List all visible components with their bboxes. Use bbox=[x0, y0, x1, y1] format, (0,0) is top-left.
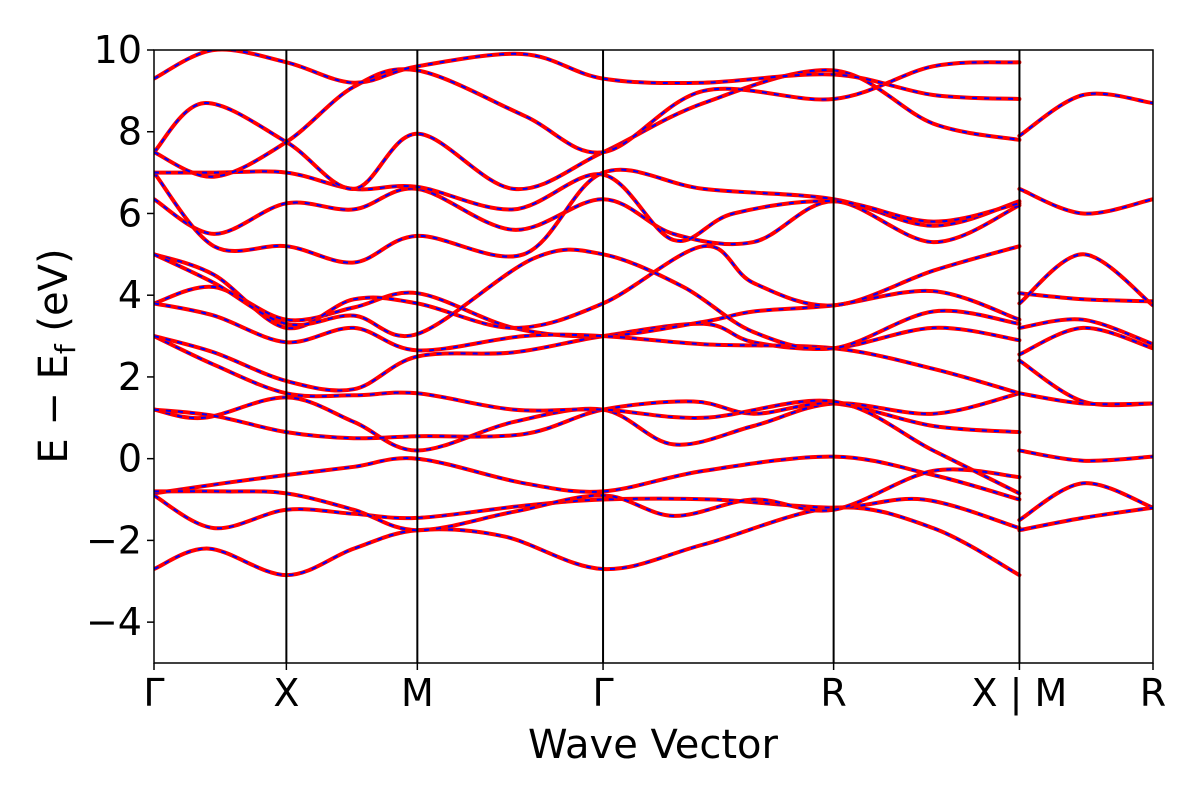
band-13-dashed bbox=[154, 168, 1020, 264]
x-tick-label: R bbox=[1140, 671, 1166, 715]
y-tick-label: −4 bbox=[86, 600, 142, 644]
band-4-dashed bbox=[154, 392, 1020, 452]
band-15-dashed bbox=[154, 69, 1020, 191]
y-tick-label: 8 bbox=[118, 110, 142, 154]
band-22-dashed bbox=[1019, 318, 1153, 346]
band-9-dashed bbox=[154, 302, 1020, 395]
x-tick-label: X | M bbox=[972, 671, 1068, 716]
band-28-dashed bbox=[1019, 506, 1153, 532]
y-axis-label-unit: (eV) bbox=[31, 248, 77, 344]
band-27-solid bbox=[1017, 481, 1153, 522]
y-tick-label: 6 bbox=[118, 191, 142, 235]
band-27-dashed bbox=[1018, 482, 1153, 521]
y-tick-label: 10 bbox=[94, 28, 142, 72]
bands-layer bbox=[154, 50, 1153, 578]
band-4-solid bbox=[154, 391, 1022, 453]
band-19-solid bbox=[1017, 186, 1153, 216]
x-axis-label: Wave Vector bbox=[528, 722, 779, 768]
y-tick-label: 2 bbox=[118, 355, 142, 399]
band-19-dashed bbox=[1019, 187, 1153, 215]
y-tick-label: 0 bbox=[118, 437, 142, 481]
y-axis-ticks: −4 −2 0 2 4 6 8 10 bbox=[86, 28, 154, 644]
band-25-dashed bbox=[1019, 392, 1153, 406]
kpoint-separators bbox=[285, 50, 1021, 663]
band-10-solid bbox=[154, 244, 1022, 331]
y-axis-label: E − Ef (eV) bbox=[31, 248, 82, 463]
band-28-solid bbox=[1017, 505, 1153, 533]
band-18-solid bbox=[1017, 91, 1153, 138]
band-0-dashed bbox=[154, 506, 1020, 577]
band-26-dashed bbox=[1019, 449, 1153, 462]
band-10-dashed bbox=[154, 245, 1020, 330]
band-2-dashed bbox=[154, 455, 1020, 501]
band-20-solid bbox=[1017, 291, 1153, 304]
plot-frame bbox=[153, 49, 1154, 664]
band-13-solid bbox=[154, 167, 1022, 265]
y-axis-label-main: E − E bbox=[31, 354, 77, 464]
band-16-dashed bbox=[154, 61, 1020, 178]
band-23-dashed bbox=[1018, 326, 1153, 356]
x-tick-label: X bbox=[273, 671, 299, 715]
band-18-dashed bbox=[1018, 92, 1153, 137]
x-tick-label: M bbox=[401, 671, 434, 715]
band-21-dashed bbox=[1018, 253, 1153, 307]
band-0-solid bbox=[154, 505, 1022, 578]
y-axis-label-subscript: f bbox=[49, 343, 82, 354]
band-25-solid bbox=[1017, 391, 1153, 407]
x-tick-label: R bbox=[820, 671, 846, 715]
band-20-dashed bbox=[1019, 292, 1153, 303]
band-6-dashed bbox=[154, 335, 1020, 495]
band-26-solid bbox=[1017, 448, 1153, 463]
x-tick-label: Γ bbox=[143, 671, 164, 715]
y-tick-label: 4 bbox=[118, 273, 142, 317]
x-axis-ticks: Γ X M Γ R X | M R bbox=[143, 663, 1166, 716]
band-7-dashed bbox=[154, 322, 1020, 392]
y-tick-label: −2 bbox=[86, 518, 142, 562]
band-17-dashed bbox=[154, 50, 1020, 100]
band-17-solid bbox=[154, 50, 1022, 101]
band-1-dashed bbox=[154, 494, 1020, 530]
x-tick-label: Γ bbox=[592, 671, 613, 715]
